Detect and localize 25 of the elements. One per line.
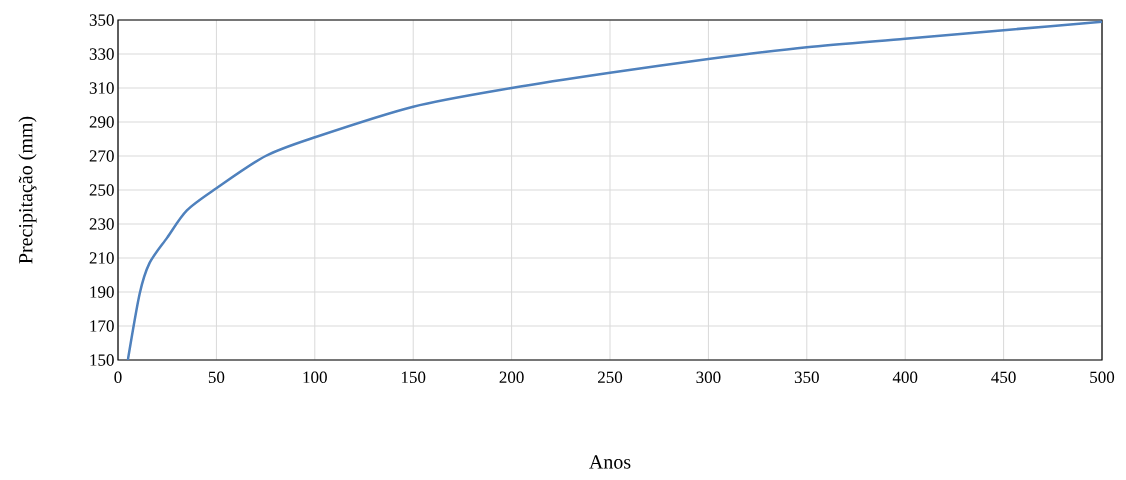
x-tick-label: 150 <box>401 371 426 384</box>
x-axis-title: Anos <box>589 455 631 469</box>
y-axis-title: Precipitação (mm) <box>18 116 37 264</box>
y-tick-label: 170 <box>90 320 114 332</box>
x-tick-label: 450 <box>991 371 1016 384</box>
y-tick-label: 250 <box>89 184 114 196</box>
y-tick-label: 310 <box>89 82 114 94</box>
x-tick-label: 100 <box>303 371 327 384</box>
x-tick-label: 250 <box>598 371 623 384</box>
x-tick-label: 400 <box>892 371 918 384</box>
y-tick-label: 150 <box>90 354 114 366</box>
x-tick-label: 200 <box>499 371 524 384</box>
x-tick-label: 0 <box>114 371 122 384</box>
x-tick-label: 50 <box>208 371 225 384</box>
line-series <box>126 20 1103 360</box>
x-tick-label: 300 <box>696 371 721 384</box>
y-tick-label: 270 <box>89 150 114 162</box>
y-tick-label: 190 <box>90 286 114 298</box>
y-tick-label: 330 <box>89 48 114 60</box>
y-tick-label: 350 <box>89 14 114 26</box>
y-tick-label: 230 <box>89 218 114 230</box>
y-tick-label: 210 <box>89 252 114 264</box>
x-tick-label: 500 <box>1090 371 1115 384</box>
y-tick-label: 290 <box>89 116 114 128</box>
x-tick-label: 350 <box>794 371 819 384</box>
